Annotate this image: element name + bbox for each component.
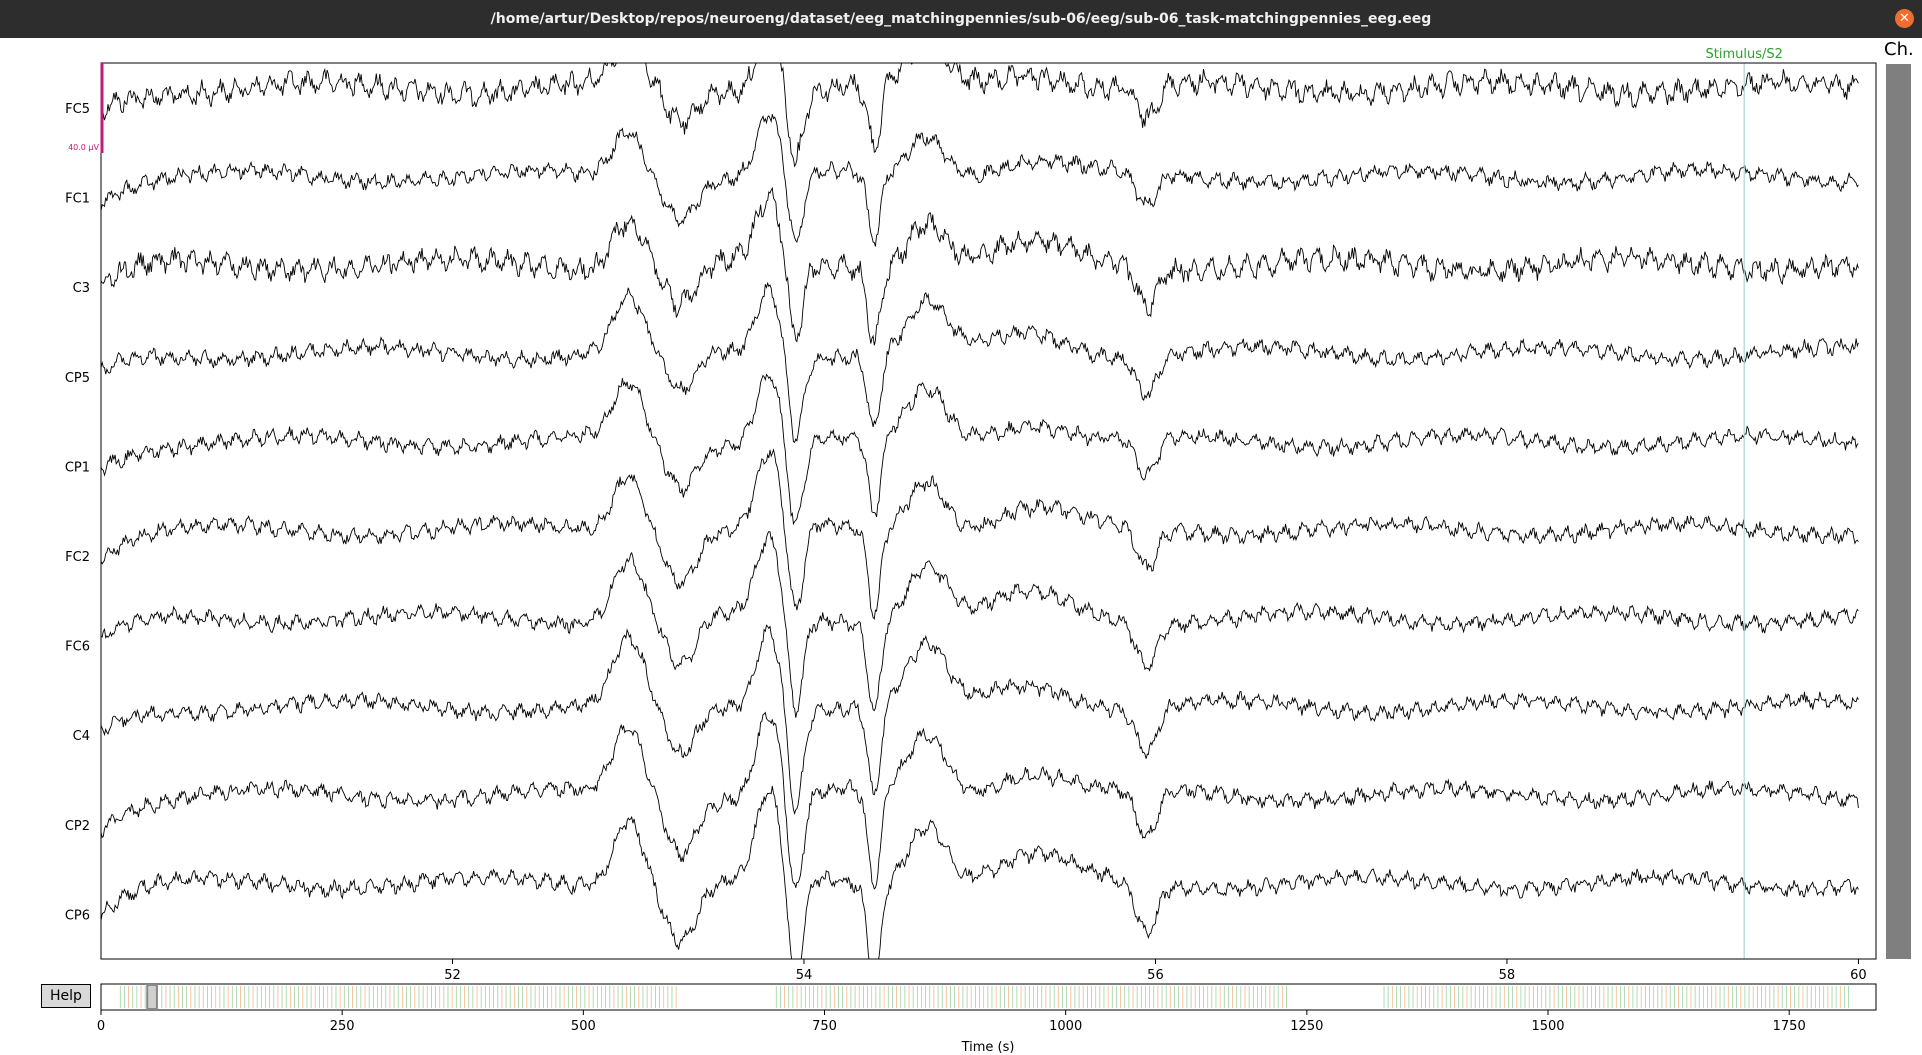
overview-tick-label: 1250 xyxy=(1290,1019,1323,1034)
scale-bar-label: 40.0 µV xyxy=(68,143,99,152)
overview-tick-label: 500 xyxy=(571,1019,596,1034)
channel-label-cp2[interactable]: CP2 xyxy=(65,819,90,834)
channel-label-c4[interactable]: C4 xyxy=(73,729,90,744)
x-tick-label: 60 xyxy=(1850,968,1867,983)
trace-fc1 xyxy=(101,114,1859,247)
channel-scroll-label: Ch. xyxy=(1884,39,1914,60)
trace-cp6 xyxy=(101,785,1859,959)
overview-annotations xyxy=(119,986,1850,1008)
trace-c3 xyxy=(101,186,1859,346)
channel-label-fc6[interactable]: FC6 xyxy=(65,640,90,655)
x-tick-label: 58 xyxy=(1499,968,1516,983)
channel-labels: FC5 FC1 C3 CP5 CP1 FC2 FC6 C4 CP2 CP6 xyxy=(65,102,90,923)
overview-tick-label: 1500 xyxy=(1531,1019,1564,1034)
channel-label-cp1[interactable]: CP1 xyxy=(65,460,90,475)
channel-label-fc5[interactable]: FC5 xyxy=(65,102,90,117)
trace-cp1 xyxy=(101,373,1859,526)
channel-label-cp5[interactable]: CP5 xyxy=(65,371,90,386)
close-icon[interactable]: ✕ xyxy=(1895,9,1914,28)
plot-frame xyxy=(100,62,1877,960)
trace-cp5 xyxy=(101,281,1859,443)
channel-scrollbar[interactable] xyxy=(1886,64,1911,959)
channel-label-c3[interactable]: C3 xyxy=(73,281,90,296)
trace-cp2 xyxy=(101,711,1859,890)
traces-group xyxy=(101,63,1859,959)
trace-fc2 xyxy=(101,448,1859,620)
overview-xlabel: Time (s) xyxy=(961,1040,1015,1055)
overview-view-window[interactable] xyxy=(146,984,158,1010)
annotation-label: Stimulus/S2 xyxy=(1705,47,1782,62)
overview-tick-label: 1000 xyxy=(1049,1019,1082,1034)
overview-tick-label: 1750 xyxy=(1773,1019,1806,1034)
x-tick-label: 54 xyxy=(796,968,813,983)
channel-label-fc2[interactable]: FC2 xyxy=(65,550,90,565)
overview-tick-label: 250 xyxy=(330,1019,355,1034)
trace-c4 xyxy=(101,624,1859,816)
overview-tick-label: 0 xyxy=(97,1019,105,1034)
overview-bar[interactable] xyxy=(100,983,1877,1011)
x-tick-label: 52 xyxy=(444,968,461,983)
trace-fc6 xyxy=(101,530,1859,718)
channel-label-fc1[interactable]: FC1 xyxy=(65,192,90,207)
overview-axis: 0 250 500 750 1000 1250 1500 1750 xyxy=(97,1010,1806,1034)
window-title: /home/artur/Desktop/repos/neuroeng/datas… xyxy=(490,11,1432,27)
trace-fc5 xyxy=(101,63,1859,168)
channel-label-cp6[interactable]: CP6 xyxy=(65,908,90,923)
help-button[interactable]: Help xyxy=(41,984,91,1008)
window-titlebar: /home/artur/Desktop/repos/neuroeng/datas… xyxy=(0,0,1922,38)
x-tick-label: 56 xyxy=(1147,968,1164,983)
overview-tick-label: 750 xyxy=(812,1019,837,1034)
time-axis: 52 54 56 58 60 xyxy=(444,959,1867,983)
